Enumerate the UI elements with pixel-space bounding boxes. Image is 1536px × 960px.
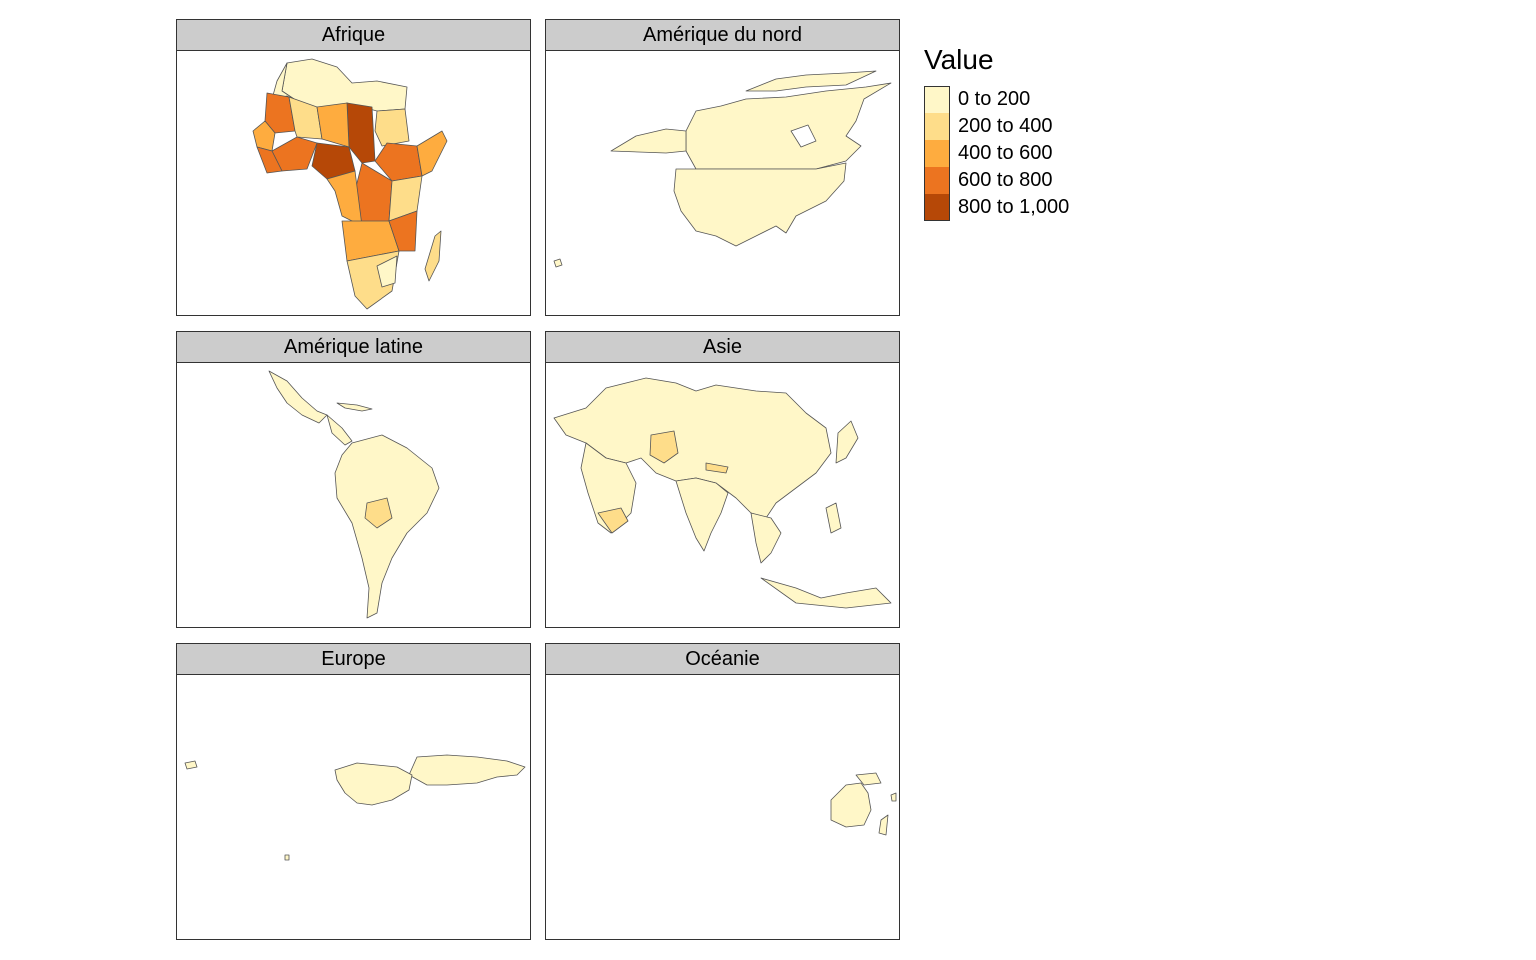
region-west-2 <box>288 96 323 140</box>
legend-items: 0 to 200 200 to 400 400 to 600 600 to 800 80… <box>924 86 1069 221</box>
region-alaska <box>610 128 687 154</box>
africa-map <box>252 58 448 310</box>
region-iceland <box>184 760 198 770</box>
region-yemen <box>597 507 629 534</box>
legend-label: 200 to 400 <box>958 115 1053 137</box>
map-frame <box>545 51 900 316</box>
region-south-america <box>334 434 440 619</box>
map-frame <box>545 675 900 940</box>
panel-europe: Europe <box>176 643 531 940</box>
region-hawaii <box>553 258 563 268</box>
region-southeast-asia <box>750 512 782 564</box>
map-frame <box>176 51 531 316</box>
region-india <box>675 477 729 552</box>
region-central-2 <box>326 170 363 227</box>
oceania-map <box>830 772 897 836</box>
panel-amerique-latine: Amérique latine <box>176 331 531 628</box>
panel-title: Amérique du nord <box>545 19 900 51</box>
panel-oceanie: Océanie <box>545 643 900 940</box>
region-australia <box>830 782 872 828</box>
region-west-5 <box>256 146 283 174</box>
region-pacific-islands <box>890 792 897 802</box>
region-afghanistan <box>649 430 679 464</box>
legend-swatch <box>924 86 950 113</box>
panel-title: Océanie <box>545 643 900 675</box>
region-indonesia <box>760 577 892 609</box>
legend-item: 200 to 400 <box>924 113 1069 140</box>
legend-label: 400 to 600 <box>958 142 1053 164</box>
region-new-guinea <box>855 772 882 786</box>
legend-swatch <box>924 167 950 194</box>
region-madagascar <box>424 230 442 282</box>
region-arctic-islands <box>745 70 877 92</box>
map-frame <box>176 363 531 628</box>
panel-title: Afrique <box>176 19 531 51</box>
region-sahel-3 <box>316 102 350 148</box>
panel-amerique-nord: Amérique du nord <box>545 19 900 316</box>
region-sahel-1 <box>346 102 376 164</box>
legend-item: 600 to 800 <box>924 167 1069 194</box>
region-nepal <box>705 462 729 474</box>
region-japan <box>835 420 859 464</box>
north-america-map <box>553 70 892 268</box>
latin-america-map <box>268 370 440 619</box>
legend-title: Value <box>924 44 994 75</box>
panel-title: Asie <box>545 331 900 363</box>
region-central-america <box>326 414 353 446</box>
region-new-zealand <box>878 814 889 836</box>
map-frame <box>545 363 900 628</box>
panel-asie: Asie <box>545 331 900 628</box>
panel-title: Amérique latine <box>176 331 531 363</box>
legend-item: 0 to 200 <box>924 86 1069 113</box>
region-mexico <box>268 370 328 424</box>
legend-item: 400 to 600 <box>924 140 1069 167</box>
region-south-4 <box>376 255 398 288</box>
region-philippines <box>825 502 842 534</box>
legend-item: 800 to 1,000 <box>924 194 1069 221</box>
region-east-1 <box>374 108 410 147</box>
region-west-1 <box>264 92 296 134</box>
region-horn <box>416 130 448 177</box>
region-northwest <box>271 62 298 102</box>
asia-map <box>553 377 892 609</box>
legend-label: 600 to 800 <box>958 169 1053 191</box>
panel-afrique: Afrique <box>176 19 531 316</box>
region-central-asia <box>553 377 832 519</box>
region-caribbean <box>336 402 373 412</box>
europe-map <box>184 754 526 861</box>
region-western-europe <box>334 762 413 806</box>
region-russia <box>408 754 526 786</box>
region-greenland-gap <box>790 124 817 148</box>
region-usa <box>673 162 847 247</box>
region-canada <box>685 82 892 170</box>
legend-label: 0 to 200 <box>958 88 1031 110</box>
legend-swatch <box>924 140 950 167</box>
legend: Value 0 to 200 200 to 400 400 to 600 600 to… <box>924 44 1069 221</box>
region-south-2 <box>388 210 418 252</box>
legend-swatch <box>924 113 950 140</box>
map-frame <box>176 675 531 940</box>
legend-label: 800 to 1,000 <box>958 196 1070 218</box>
panel-title: Europe <box>176 643 531 675</box>
legend-swatch <box>924 194 950 221</box>
region-azores <box>284 854 290 861</box>
region-bolivia <box>364 497 393 529</box>
